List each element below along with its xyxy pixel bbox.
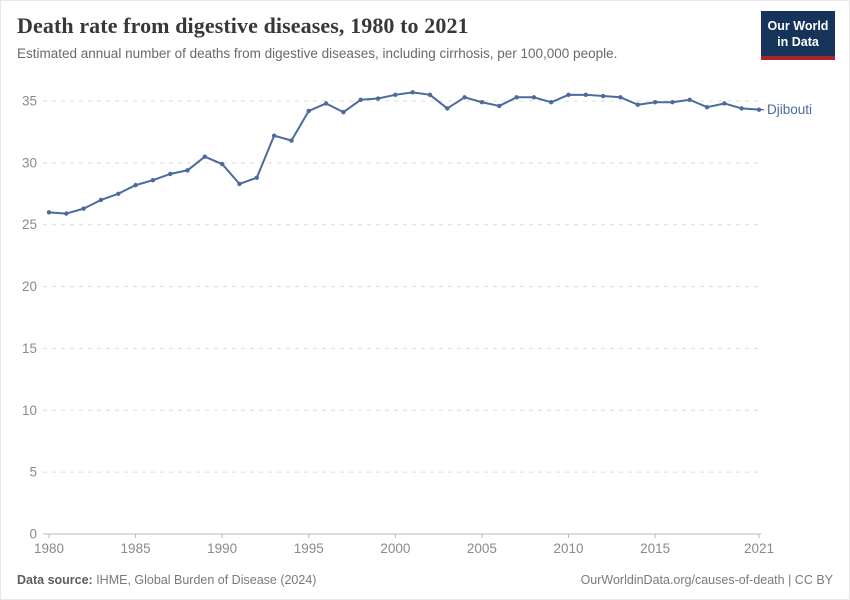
y-axis-label: 20 (22, 279, 37, 294)
chart-header: Death rate from digestive diseases, 1980… (17, 13, 749, 61)
chart-title: Death rate from digestive diseases, 1980… (17, 13, 469, 38)
data-point[interactable] (427, 92, 433, 98)
trend-line (48, 91, 760, 215)
data-point[interactable] (393, 92, 398, 98)
data-point[interactable] (237, 181, 242, 187)
chart-footer: Data source: IHME, Global Burden of Dise… (17, 573, 833, 587)
x-axis-label: 2000 (380, 541, 410, 556)
data-point[interactable] (756, 107, 762, 112)
data-source-text: IHME, Global Burden of Disease (2024) (92, 573, 317, 587)
data-point[interactable] (531, 95, 537, 100)
data-point[interactable] (81, 206, 86, 211)
chart-subtitle: Estimated annual number of deaths from d… (17, 46, 618, 61)
data-point[interactable] (46, 210, 52, 215)
data-point[interactable] (670, 100, 675, 105)
data-point[interactable] (323, 101, 329, 106)
data-point[interactable] (133, 182, 138, 188)
data-point[interactable] (704, 104, 710, 110)
data-point[interactable] (116, 191, 121, 196)
x-axis-label: 2015 (640, 541, 670, 556)
x-axis-label: 1980 (34, 541, 64, 556)
owid-url-link[interactable]: OurWorldinData.org/causes-of-death | CC … (580, 573, 833, 587)
y-axis-label: 10 (22, 403, 37, 418)
owid-logo-line2: in Data (777, 35, 819, 50)
data-point[interactable] (462, 95, 467, 100)
data-point[interactable] (341, 109, 346, 115)
x-axis-label: 2010 (553, 541, 583, 556)
data-point[interactable] (548, 100, 554, 105)
data-point[interactable] (739, 106, 744, 111)
data-point[interactable] (168, 171, 173, 177)
y-axis-label: 25 (22, 217, 37, 232)
chart-area[interactable]: 0 5 10 15 20 25 30 35 1980 1985 1990 1995 2000 2005 20… (1, 86, 850, 561)
data-point[interactable] (583, 92, 589, 98)
data-point[interactable] (687, 97, 692, 102)
data-point[interactable] (600, 93, 606, 99)
x-axis-label: 1995 (294, 541, 324, 556)
y-axis-label: 35 (22, 94, 37, 109)
data-point[interactable] (271, 133, 277, 138)
data-source-label: Data source: (17, 573, 93, 587)
data-point[interactable] (254, 175, 260, 180)
line-chart[interactable]: 0 5 10 15 20 25 30 35 1980 1985 1990 1995 2000 2005 20… (1, 86, 850, 561)
data-point[interactable] (289, 138, 294, 143)
y-axis-label: 15 (22, 341, 37, 356)
data-point[interactable] (479, 100, 485, 105)
data-point[interactable] (358, 97, 363, 102)
data-source: Data source: IHME, Global Burden of Dise… (17, 573, 316, 587)
data-point[interactable] (497, 103, 502, 109)
data-point[interactable] (202, 154, 208, 159)
x-axis-label: 1985 (121, 541, 151, 556)
y-axis-label: 30 (22, 155, 37, 170)
y-axis-label: 0 (29, 527, 37, 542)
data-point[interactable] (185, 168, 190, 173)
owid-logo[interactable]: Our World in Data (761, 11, 835, 60)
data-point[interactable] (445, 106, 450, 111)
x-axis-label: 2005 (467, 541, 497, 556)
data-point[interactable] (150, 177, 156, 183)
owid-logo-line1: Our World (767, 19, 829, 33)
data-point[interactable] (514, 95, 519, 100)
data-point[interactable] (566, 92, 571, 98)
data-point[interactable] (722, 101, 727, 106)
x-axis-label: 1990 (207, 541, 237, 556)
data-point[interactable] (64, 211, 69, 216)
data-point[interactable] (98, 197, 104, 203)
data-point[interactable] (375, 96, 381, 101)
data-point[interactable] (618, 95, 623, 100)
data-point[interactable] (652, 100, 658, 105)
data-point[interactable] (410, 90, 415, 95)
x-axis-label: 2021 (744, 541, 774, 556)
series-end-label[interactable]: Djibouti (767, 102, 812, 117)
data-point[interactable] (635, 102, 640, 107)
data-point[interactable] (306, 108, 311, 114)
y-axis-label: 5 (29, 465, 37, 480)
data-point[interactable] (219, 161, 225, 167)
